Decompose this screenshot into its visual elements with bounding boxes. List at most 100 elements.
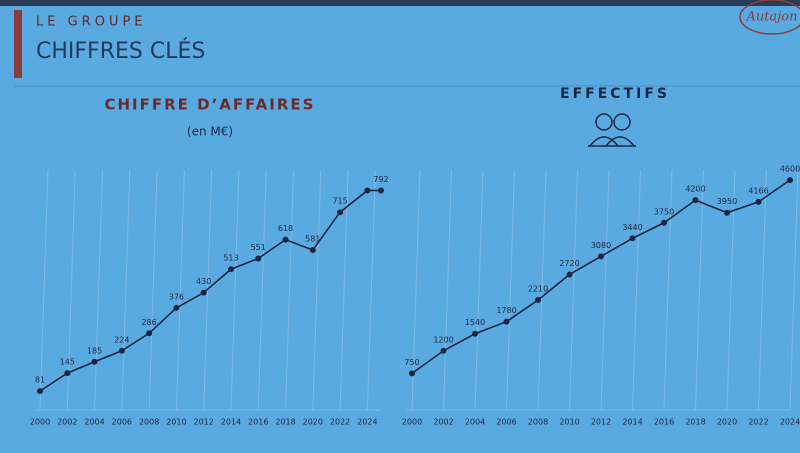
plots: 2000 2002 2004 2006 2008 2010 2012 2014 2016 2018…	[30, 165, 800, 427]
data-point	[440, 347, 447, 354]
data-point	[173, 304, 180, 311]
grid-line	[175, 169, 185, 411]
data-point	[755, 198, 762, 205]
data-point	[37, 388, 43, 395]
grid-line	[257, 169, 267, 411]
x-tick-label: 2024	[780, 418, 800, 427]
x-tick-label: 2002	[57, 418, 77, 427]
data-label: 224	[114, 335, 129, 344]
data-label: 618	[278, 224, 293, 233]
data-point	[91, 358, 98, 365]
x-tick-label: 2002	[433, 418, 453, 427]
x-tick-label: 2020	[717, 418, 737, 427]
grid-line	[537, 169, 547, 411]
grid-line	[569, 169, 578, 411]
x-tick-label: 2008	[528, 418, 548, 427]
data-label: 551	[251, 243, 266, 252]
data-label: 513	[223, 254, 238, 263]
header-kicker: LE GROUPE	[36, 15, 147, 30]
data-label: 1200	[433, 335, 453, 344]
logo-ring	[739, 0, 800, 35]
chart-title: EFFECTIFS	[560, 86, 670, 102]
data-label: 145	[60, 358, 75, 367]
data-point	[724, 209, 730, 216]
data-point	[787, 177, 793, 184]
x-tick-label: 2010	[559, 418, 579, 427]
data-label: 3440	[622, 223, 642, 232]
grid-line	[474, 169, 484, 411]
grid-line	[285, 169, 295, 411]
data-label: 185	[87, 346, 102, 355]
grid-line	[789, 169, 799, 411]
data-point	[364, 187, 371, 194]
x-tick-label: 2004	[465, 418, 485, 427]
data-point	[255, 255, 262, 262]
data-label: 1780	[496, 306, 516, 315]
grid-line	[695, 169, 704, 411]
data-label: 81	[35, 376, 45, 385]
series-line	[39, 189, 381, 392]
grid-line	[366, 169, 376, 411]
grid-line	[230, 169, 240, 411]
x-tick-label: 2018	[685, 418, 705, 427]
chart-subtitle: (en M€)	[187, 125, 233, 139]
data-point	[118, 347, 125, 354]
x-tick-label: 2014	[622, 418, 642, 427]
data-label: 3950	[717, 197, 737, 206]
grid-line	[148, 169, 158, 411]
top-edge	[0, 0, 800, 6]
grid-line	[312, 169, 322, 411]
grid-line	[411, 169, 421, 411]
data-point	[503, 318, 510, 325]
grid-line	[663, 169, 673, 411]
data-label: 1540	[465, 318, 485, 327]
data-label: 286	[141, 318, 156, 327]
data-point	[598, 253, 604, 260]
data-label: 2720	[559, 259, 579, 268]
data-point	[472, 330, 478, 337]
grid-line	[66, 169, 76, 411]
data-label: 715	[332, 197, 347, 206]
data-point	[146, 330, 153, 337]
x-tick-label: 2000	[30, 418, 50, 427]
data-point	[409, 370, 415, 377]
data-point	[309, 247, 316, 254]
grid-line	[632, 169, 641, 411]
x-tick-label: 2010	[166, 418, 186, 427]
data-label: 3080	[591, 241, 611, 250]
data-label: 3750	[654, 207, 674, 216]
grid-line	[758, 169, 767, 411]
data-point	[629, 235, 636, 242]
x-tick-label: 2006	[112, 418, 132, 427]
data-point	[378, 187, 384, 194]
data-point	[64, 370, 71, 377]
x-tick-label: 2004	[84, 418, 104, 427]
data-label: 2210	[528, 285, 548, 294]
x-tick-label: 2008	[139, 418, 159, 427]
x-tick-label: 2018	[275, 418, 295, 427]
grid-line	[506, 169, 515, 411]
header-title: CHIFFRES CLÉS	[36, 38, 205, 64]
grid-line	[443, 169, 452, 411]
grid-line	[600, 169, 610, 411]
x-tick-label: 2014	[221, 418, 241, 427]
x-tick-label: 2012	[194, 418, 214, 427]
data-point	[227, 266, 234, 273]
x-tick-label: 2016	[654, 418, 674, 427]
data-label: 792	[373, 175, 388, 184]
people-icon	[588, 113, 636, 147]
data-label: 581	[305, 235, 320, 244]
data-point	[692, 197, 699, 204]
x-tick-label: 2000	[402, 418, 422, 427]
data-label: 430	[196, 277, 211, 286]
data-point	[535, 297, 541, 304]
grid-line	[121, 169, 131, 411]
chart-title: CHIFFRE D’AFFAIRES	[105, 96, 316, 114]
grid-line	[339, 169, 349, 411]
data-point	[337, 209, 344, 216]
data-label: 376	[169, 292, 184, 301]
data-point	[661, 219, 667, 226]
data-label: 4200	[685, 185, 705, 194]
